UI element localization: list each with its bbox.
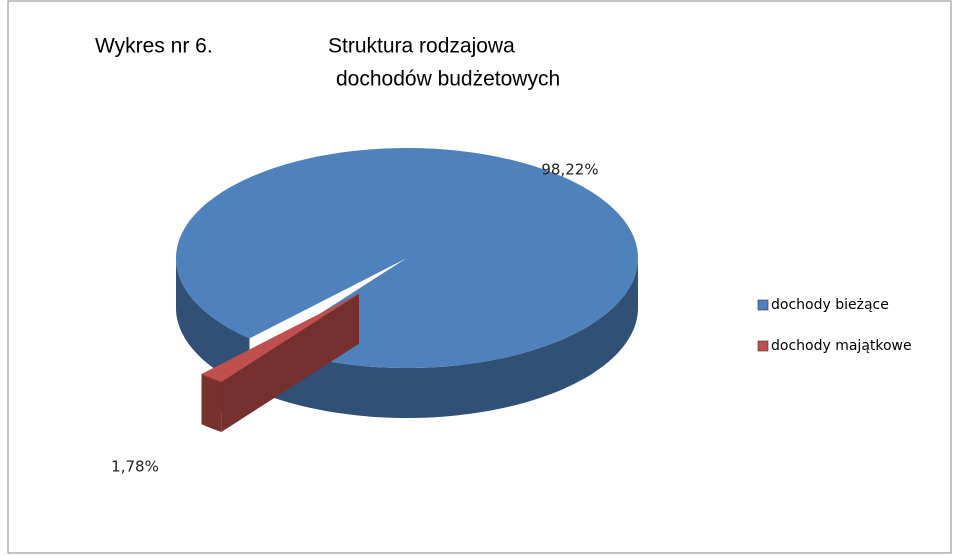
data-label: 98,22% [541,161,598,179]
slice-side [201,374,222,432]
slice-side [269,258,638,418]
legend-swatch [757,340,769,352]
chart-number: Wykres nr 6. [95,35,213,58]
slice-face [221,293,359,432]
legend-label: dochody majątkowe [771,338,912,354]
slice-top [201,293,359,382]
slice-top [176,148,638,368]
legend-swatch [757,299,769,311]
chart-title: Struktura rodzajowa [328,35,515,58]
legend: dochody bieżące dochody majątkowe [757,297,912,354]
pie [176,148,638,432]
legend-label: dochody bieżące [771,297,889,313]
slice-side [176,258,250,389]
data-label: 1,78% [111,458,159,476]
slice [201,293,359,432]
chart-title: dochodów budżetowych [336,68,560,91]
